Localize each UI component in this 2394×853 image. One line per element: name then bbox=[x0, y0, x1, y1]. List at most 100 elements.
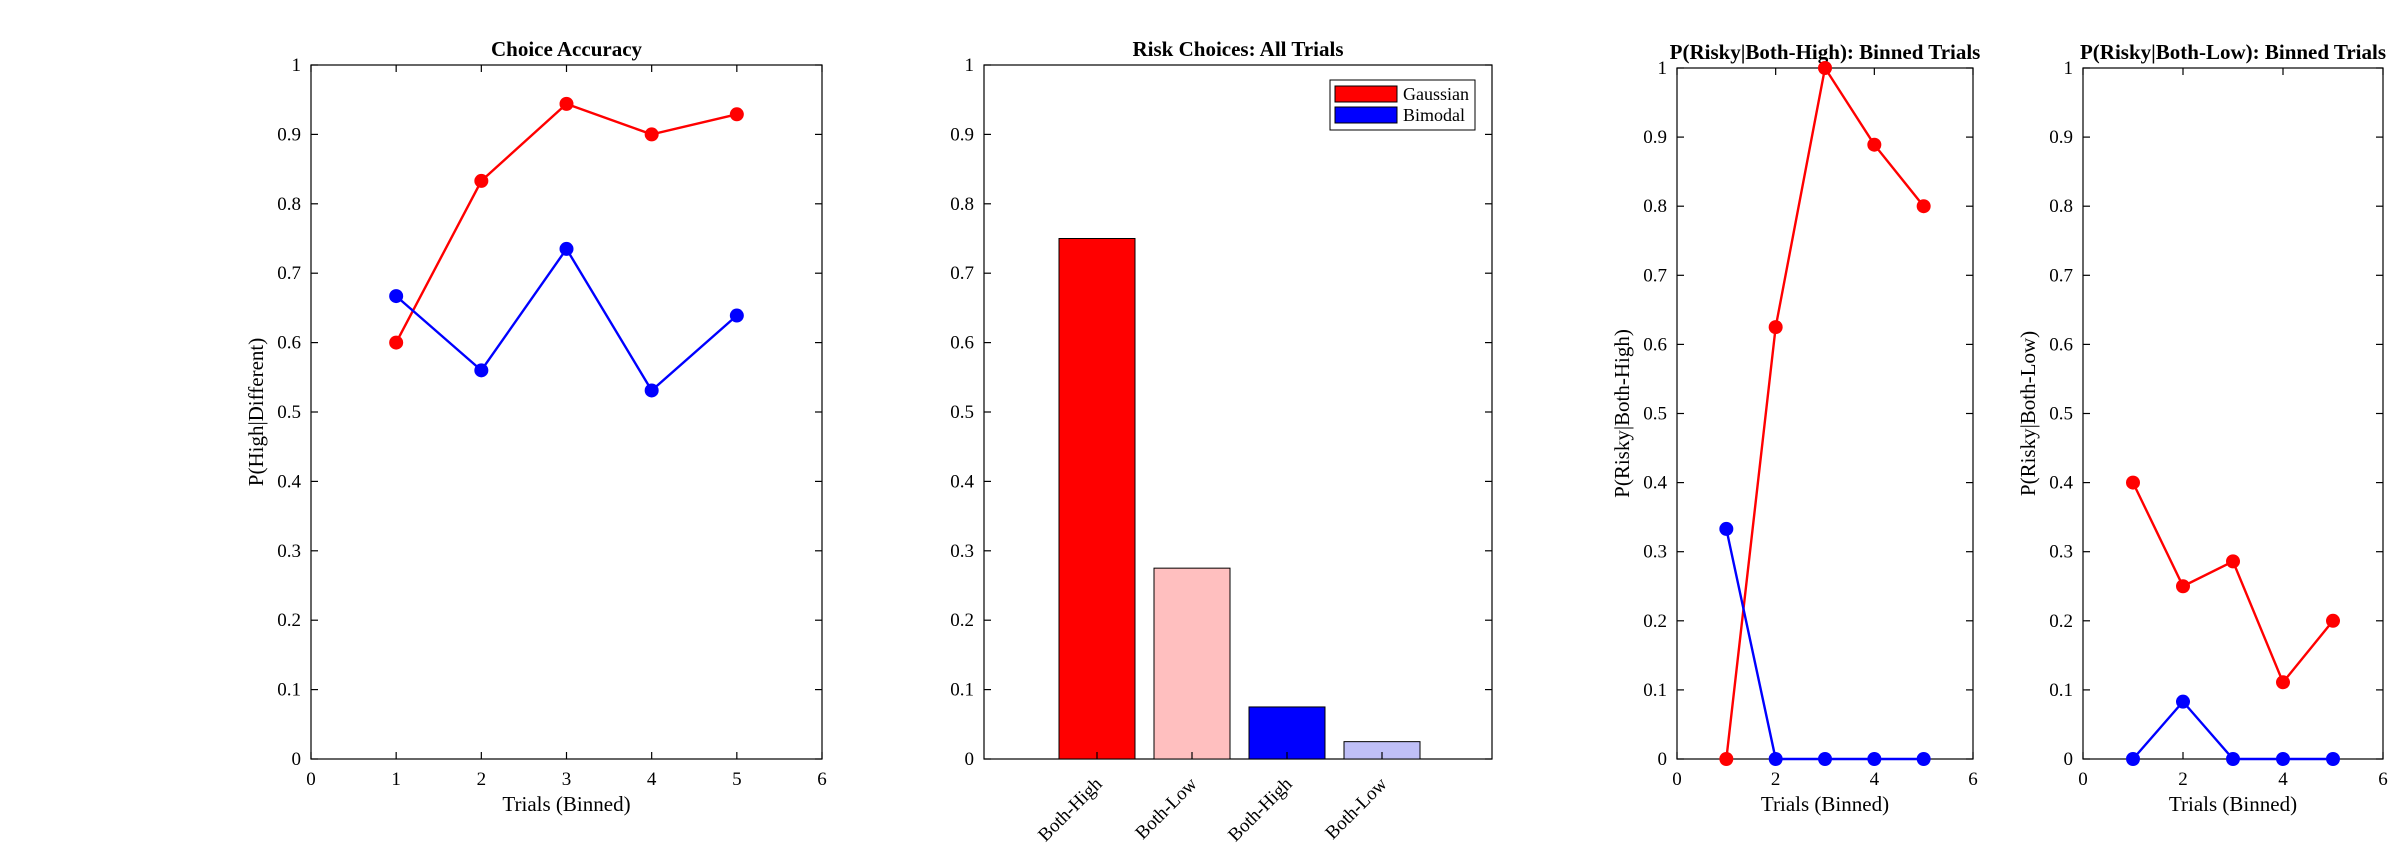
data-point bbox=[1719, 521, 1734, 536]
y-tick-label: 0.6 bbox=[950, 333, 974, 354]
series-1 bbox=[389, 96, 744, 350]
bar bbox=[1058, 238, 1136, 760]
y-tick-label: 0.9 bbox=[277, 124, 301, 145]
y-tick-label: 0.3 bbox=[277, 541, 301, 562]
data-point bbox=[1768, 320, 1783, 335]
bar bbox=[1248, 706, 1326, 760]
x-tick-label: 6 bbox=[817, 769, 827, 790]
data-point bbox=[474, 173, 489, 188]
x-tick-label: Both-Low bbox=[1131, 773, 1201, 843]
series-2 bbox=[2126, 694, 2340, 766]
data-point bbox=[2276, 675, 2290, 690]
data-point bbox=[559, 241, 574, 256]
y-tick-label: 0.6 bbox=[277, 333, 301, 354]
x-tick-label: 5 bbox=[732, 769, 742, 790]
data-point bbox=[1867, 137, 1882, 152]
y-tick-label: 0.7 bbox=[950, 263, 974, 284]
y-tick-label: 0 bbox=[1658, 749, 1668, 770]
series-2 bbox=[1719, 521, 1931, 766]
data-point bbox=[2326, 752, 2340, 766]
data-point bbox=[559, 96, 574, 111]
y-tick-label: 0.8 bbox=[950, 194, 974, 215]
data-point bbox=[2326, 613, 2340, 628]
chart-title: Risk Choices: All Trials bbox=[1133, 37, 1344, 61]
data-point bbox=[1916, 199, 1931, 214]
y-tick-label: 0.6 bbox=[1643, 334, 1667, 355]
y-tick-label: 1 bbox=[292, 55, 302, 76]
y-tick-label: 1 bbox=[965, 55, 975, 76]
x-axis-label: Trials (Binned) bbox=[2169, 792, 2297, 816]
y-tick-label: 0.5 bbox=[2049, 404, 2073, 425]
y-tick-label: 0.8 bbox=[277, 194, 301, 215]
series-1 bbox=[2126, 475, 2340, 690]
y-tick-label: 0.2 bbox=[2049, 611, 2073, 632]
y-tick-label: 0.4 bbox=[2049, 473, 2073, 494]
axes-box bbox=[2082, 67, 2384, 760]
bar bbox=[1153, 567, 1231, 760]
subplot-3: 0 0.1 0.2 0.3 0.4 0.5 0.6 0.7 0.8 0.9 1 0 2 4 6 P(Risky… bbox=[1610, 40, 1980, 816]
y-tick-label: 0 bbox=[292, 749, 302, 770]
x-tick-label: 0 bbox=[1672, 769, 1682, 790]
series-line bbox=[395, 102, 738, 344]
x-axis-label: Trials (Binned) bbox=[1761, 792, 1889, 816]
x-axis-label: Trials (Binned) bbox=[502, 792, 630, 816]
x-tick-label: 4 bbox=[1870, 769, 1880, 790]
y-tick-label: 0.6 bbox=[2049, 334, 2073, 355]
subplot-1: 0 0.1 0.2 0.3 0.4 0.5 0.6 0.7 0.8 0.9 1 0 1 2 3 4 5 6 Choi… bbox=[244, 37, 827, 816]
subplot-2: 0 0.1 0.2 0.3 0.4 0.5 0.6 0.7 0.8 0.9 1 Risk Choice… bbox=[950, 37, 1493, 846]
y-tick-label: 0.5 bbox=[1643, 404, 1667, 425]
series-2 bbox=[389, 241, 744, 398]
data-point bbox=[644, 383, 659, 398]
data-point bbox=[1768, 752, 1783, 766]
data-point bbox=[729, 308, 744, 323]
x-tick-label: 6 bbox=[2378, 769, 2388, 790]
legend-label: Gaussian bbox=[1403, 84, 1469, 104]
data-point bbox=[389, 289, 404, 304]
y-tick-label: 1 bbox=[1658, 58, 1668, 79]
data-point bbox=[2126, 752, 2140, 766]
x-tick-label: Both-Low bbox=[1321, 773, 1391, 843]
y-axis-label: P(Risky|Both-Low) bbox=[2016, 331, 2040, 496]
y-tick-label: 0.8 bbox=[2049, 196, 2073, 217]
y-tick-label: 0.3 bbox=[2049, 542, 2073, 563]
x-tick-label: Both-High bbox=[1034, 773, 1107, 846]
legend-swatch bbox=[1334, 85, 1398, 103]
data-point bbox=[2226, 752, 2240, 766]
y-tick-label: 0.5 bbox=[950, 402, 974, 423]
x-tick-label: 0 bbox=[306, 769, 316, 790]
y-tick-label: 0.8 bbox=[1643, 196, 1667, 217]
y-tick-label: 0.7 bbox=[2049, 265, 2073, 286]
data-point bbox=[474, 363, 489, 378]
x-tick-label: 0 bbox=[2078, 769, 2088, 790]
axes-box bbox=[310, 64, 823, 760]
series-line bbox=[2131, 482, 2334, 685]
y-tick-label: 0.2 bbox=[1643, 611, 1667, 632]
x-tick-label: Both-High bbox=[1224, 773, 1297, 846]
x-tick-label: 2 bbox=[477, 769, 487, 790]
y-tick-label: 0.2 bbox=[277, 610, 301, 631]
data-point bbox=[1818, 752, 1832, 766]
series-line bbox=[395, 246, 738, 393]
y-tick-label: 0.3 bbox=[1643, 542, 1667, 563]
y-tick-label: 0.2 bbox=[950, 610, 974, 631]
y-axis-label: P(Risky|Both-High) bbox=[1610, 329, 1634, 498]
y-tick-label: 1 bbox=[2064, 58, 2074, 79]
series-line bbox=[1725, 528, 1924, 761]
y-tick-label: 0.9 bbox=[1643, 127, 1667, 148]
data-point bbox=[1719, 752, 1734, 766]
x-tick-label: 2 bbox=[1771, 769, 1781, 790]
x-tick-label: 4 bbox=[2278, 769, 2288, 790]
data-point bbox=[389, 335, 404, 350]
x-tick-label: 2 bbox=[2178, 769, 2188, 790]
legend-swatch bbox=[1334, 106, 1398, 124]
data-point bbox=[2176, 694, 2190, 709]
axes-box bbox=[1676, 67, 1974, 760]
legend-label: Bimodal bbox=[1403, 105, 1465, 125]
data-point bbox=[1818, 61, 1832, 75]
y-tick-label: 0.9 bbox=[2049, 127, 2073, 148]
data-point bbox=[2226, 554, 2240, 569]
data-point bbox=[1916, 752, 1931, 766]
x-tick-label: 1 bbox=[391, 769, 401, 790]
y-tick-label: 0.1 bbox=[1643, 680, 1667, 701]
